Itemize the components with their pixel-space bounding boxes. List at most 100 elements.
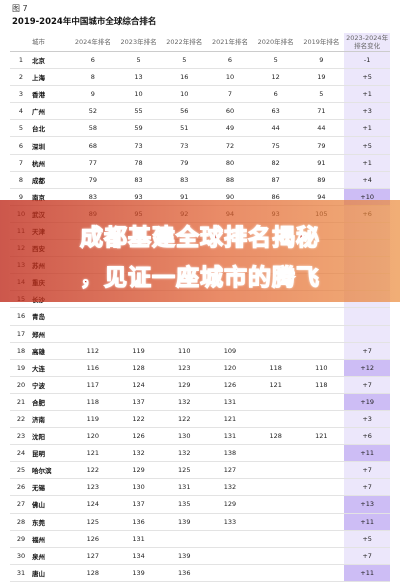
cell-rank: 31 [10,564,32,582]
cell-change: +7 [344,478,390,497]
cell-city: 大连 [32,359,70,377]
cell-y2019: 9 [298,51,345,70]
cell-rank: 7 [10,154,32,172]
cell-y2024 [70,325,116,343]
cell-y2022: 130 [161,427,208,446]
cell-y2024: 119 [70,410,116,429]
cell-y2019 [298,410,345,429]
cell-y2024: 117 [70,376,116,394]
cell-rank: 2 [10,68,32,87]
cell-y2019 [298,461,345,480]
cell-change: +3 [344,102,390,121]
cell-y2020: 128 [252,427,299,446]
table-row: 28 东莞 125 136 139 133 +11 [10,513,390,531]
cell-rank: 5 [10,119,32,138]
cell-y2022: 110 [161,342,208,360]
cell-city: 哈尔滨 [32,461,70,480]
cell-y2020 [252,461,299,480]
cell-change: +5 [344,530,390,548]
cell-y2024: 122 [70,461,116,480]
cell-y2024: 125 [70,513,116,531]
cell-y2023: 131 [115,530,162,548]
cell-rank: 8 [10,171,32,189]
table-row: 17 郑州 [10,325,390,343]
cell-y2023: 134 [115,547,162,565]
cell-y2021: 10 [207,68,253,87]
cell-city: 无锡 [32,478,70,497]
cell-y2020 [252,393,299,411]
table-row: 6 深圳 68 73 73 72 75 79 +5 [10,136,390,155]
cell-y2022: 132 [161,393,208,411]
cell-y2020 [252,564,299,582]
cell-y2022: 122 [161,410,208,429]
cell-y2021: 131 [207,427,253,446]
cell-y2023: 132 [115,444,162,463]
cell-y2019 [298,325,345,343]
cell-y2022 [161,307,208,326]
cell-city: 宁波 [32,376,70,394]
cell-city: 沈阳 [32,427,70,446]
cell-y2022: 139 [161,547,208,565]
cell-y2023 [115,307,162,326]
cell-change: +4 [344,171,390,189]
cell-rank: 21 [10,393,32,411]
cell-rank: 1 [10,51,32,70]
cell-y2019 [298,393,345,411]
cell-y2023: 119 [115,342,162,360]
cell-y2020: 87 [252,171,299,189]
cell-change: +11 [344,564,390,582]
cell-y2019 [298,342,345,360]
cell-y2020 [252,307,299,326]
cell-y2019: 91 [298,154,345,172]
cell-y2022: 132 [161,444,208,463]
cell-y2021: 120 [207,359,253,377]
cell-change: +7 [344,376,390,394]
cell-y2019: 44 [298,119,345,138]
cell-y2024: 116 [70,359,116,377]
cell-y2023: 5 [115,51,162,70]
table-row: 19 大连 116 128 123 120 118 110 +12 [10,359,390,377]
cell-y2023: 83 [115,171,162,189]
cell-y2022: 5 [161,51,208,70]
cell-y2020: 44 [252,119,299,138]
cell-y2020: 5 [252,51,299,70]
cell-y2020 [252,547,299,565]
cell-y2023: 10 [115,85,162,104]
cell-y2020: 63 [252,102,299,121]
cell-rank: 3 [10,85,32,104]
cell-y2019 [298,307,345,326]
cell-y2023: 137 [115,495,162,514]
cell-change: +7 [344,342,390,360]
cell-y2023: 129 [115,461,162,480]
header-rank [10,33,32,52]
cell-y2021 [207,325,253,343]
cell-y2022: 123 [161,359,208,377]
header-city: 城市 [32,33,70,52]
table-row: 7 杭州 77 78 79 80 82 91 +1 [10,154,390,172]
cell-y2022: 79 [161,154,208,172]
cell-y2021: 60 [207,102,253,121]
table-row: 20 宁波 117 124 129 126 121 118 +7 [10,376,390,394]
cell-rank: 16 [10,307,32,326]
cell-y2020: 82 [252,154,299,172]
header-change-line1: 2023-2024年 [346,34,389,42]
header-change-line2: 排名变化 [354,42,381,50]
table-row: 1 北京 6 5 5 6 5 9 -1 [10,51,390,70]
cell-city: 济南 [32,410,70,429]
cell-y2022: 136 [161,564,208,582]
cell-city: 高雄 [32,342,70,360]
table-body: 1 北京 6 5 5 6 5 9 -1 2 上海 8 13 16 10 12 19 +5 3 香港 9 10 10 7 6 5 +1… [10,51,390,582]
table-row: 2 上海 8 13 16 10 12 19 +5 [10,68,390,87]
cell-city: 福州 [32,530,70,548]
cell-y2024: 124 [70,495,116,514]
cell-change: -1 [344,51,390,70]
cell-y2021: 132 [207,478,253,497]
cell-y2020: 6 [252,85,299,104]
cell-change: +7 [344,547,390,565]
cell-y2023: 78 [115,154,162,172]
cell-change: +6 [344,427,390,446]
cell-change: +19 [344,393,390,411]
cell-y2024: 6 [70,51,116,70]
cell-y2021: 127 [207,461,253,480]
cell-y2019: 79 [298,136,345,155]
